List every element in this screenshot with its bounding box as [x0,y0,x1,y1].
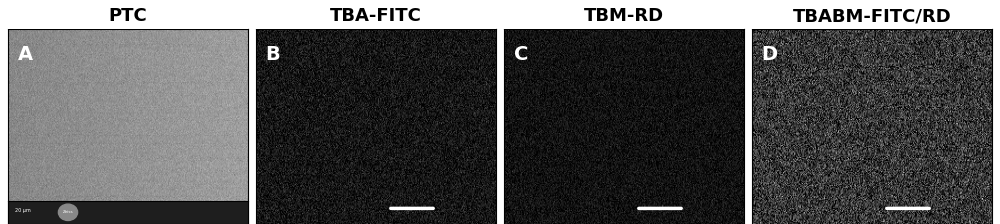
Text: Zeiss: Zeiss [63,210,73,214]
Text: B: B [266,45,280,64]
Ellipse shape [58,204,78,220]
Text: TBA-FITC: TBA-FITC [330,7,422,25]
Text: TBM-RD: TBM-RD [584,7,664,25]
Text: PTC: PTC [109,7,147,25]
Text: D: D [762,45,778,64]
Text: TBABM-FITC/RD: TBABM-FITC/RD [793,7,951,25]
Text: C: C [514,45,528,64]
Text: A: A [18,45,33,64]
Text: 20 μm: 20 μm [15,208,31,213]
